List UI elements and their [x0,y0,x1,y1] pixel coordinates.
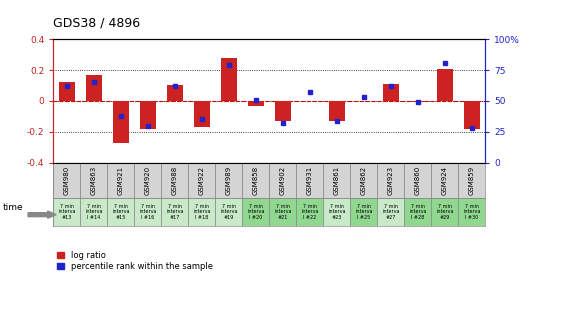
Bar [269,198,296,226]
Text: GSM860: GSM860 [415,166,421,195]
Text: 7 min
interva
l #18: 7 min interva l #18 [193,204,210,220]
Bar [188,198,215,226]
Legend: log ratio, percentile rank within the sample: log ratio, percentile rank within the sa… [57,251,213,270]
Text: GSM931: GSM931 [307,166,313,195]
Text: GSM921: GSM921 [118,166,124,195]
Bar [296,198,323,226]
Text: 7 min
interva
l #22: 7 min interva l #22 [301,204,319,220]
Text: time: time [3,203,24,212]
Bar [140,101,156,129]
Text: GSM859: GSM859 [469,166,475,195]
Text: GSM861: GSM861 [334,166,340,195]
Bar [458,198,485,226]
Bar [188,163,215,198]
Bar [275,101,291,121]
Bar [350,198,377,226]
Bar [377,198,404,226]
Bar [323,163,350,198]
Bar [329,101,345,121]
Text: GSM862: GSM862 [361,166,367,195]
Text: GSM858: GSM858 [253,166,259,195]
Bar [410,101,426,102]
Bar [107,163,134,198]
Bar [383,84,399,101]
Bar [269,163,296,198]
Bar [404,198,431,226]
Bar [80,198,107,226]
Bar [107,198,134,226]
Bar [80,163,107,198]
Bar [162,198,188,226]
Bar [463,101,480,129]
Text: 7 min
interva
#21: 7 min interva #21 [274,204,292,220]
Text: 7 min
interva
l #20: 7 min interva l #20 [247,204,265,220]
Bar [296,163,323,198]
Text: 7 min
interva
#15: 7 min interva #15 [112,204,130,220]
Text: GSM902: GSM902 [280,166,286,195]
Text: GSM923: GSM923 [388,166,394,195]
Bar [350,163,377,198]
Bar [247,101,264,106]
Text: 7 min
interva
#27: 7 min interva #27 [382,204,399,220]
Bar [167,85,183,101]
Bar [377,163,404,198]
Text: 7 min
interva
#29: 7 min interva #29 [436,204,453,220]
Bar [86,75,102,101]
Bar [215,198,242,226]
Bar [431,163,458,198]
Bar [53,198,80,226]
Text: GSM924: GSM924 [442,166,448,195]
Text: 7 min
interva
#23: 7 min interva #23 [328,204,346,220]
Text: 7 min
interva
#17: 7 min interva #17 [166,204,183,220]
Bar [458,163,485,198]
Bar [113,101,129,143]
Bar [194,101,210,127]
Text: GSM920: GSM920 [145,166,151,195]
Bar [242,198,269,226]
Bar [404,163,431,198]
Text: GDS38 / 4896: GDS38 / 4896 [53,16,140,29]
Text: 7 min
interva
l #28: 7 min interva l #28 [409,204,426,220]
Bar [436,69,453,101]
Bar [134,163,162,198]
Text: GSM922: GSM922 [199,166,205,195]
Text: 7 min
interva
l #14: 7 min interva l #14 [85,204,103,220]
Text: 7 min
interva
l #30: 7 min interva l #30 [463,204,481,220]
Bar [134,198,162,226]
Bar [53,163,80,198]
Bar [242,163,269,198]
Text: GSM980: GSM980 [64,166,70,195]
Bar [220,58,237,101]
Text: 7 min
interva
l #16: 7 min interva l #16 [139,204,157,220]
Text: GSM988: GSM988 [172,166,178,195]
Text: 7 min
interva
#13: 7 min interva #13 [58,204,76,220]
Bar [162,163,188,198]
Bar [431,198,458,226]
Bar [59,82,75,101]
Text: GSM863: GSM863 [91,166,97,195]
Text: 7 min
interva
l #25: 7 min interva l #25 [355,204,373,220]
Text: 7 min
interva
#19: 7 min interva #19 [220,204,237,220]
Bar [215,163,242,198]
Text: GSM989: GSM989 [226,166,232,195]
Bar [323,198,350,226]
